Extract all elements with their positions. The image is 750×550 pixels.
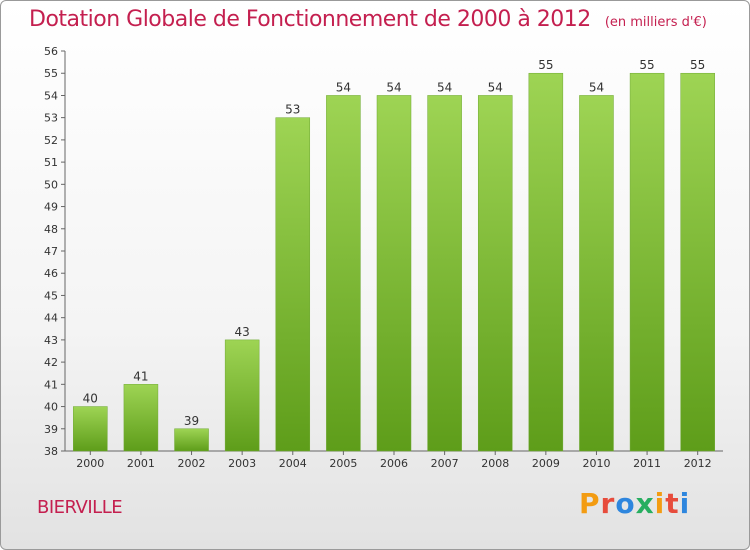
bar bbox=[123, 384, 159, 452]
bar-value-label: 54 bbox=[386, 80, 401, 94]
chart-title: Dotation Globale de Fonctionnement de 20… bbox=[29, 7, 707, 32]
plot-area: 38 39 40 41 42 43 44 45 46 47 48 49 50 51 52 53 54 55 56 40… bbox=[44, 45, 723, 470]
unit-note: (en milliers d'€) bbox=[604, 15, 707, 30]
y-tick-label: 42 bbox=[44, 356, 58, 369]
bar bbox=[224, 339, 260, 452]
y-tick-label: 49 bbox=[44, 201, 58, 214]
x-tick-label: 2004 bbox=[279, 457, 307, 470]
x-tick-label: 2011 bbox=[633, 457, 661, 470]
x-tick-label: 2007 bbox=[431, 457, 459, 470]
bar bbox=[427, 95, 462, 452]
bar-value-label: 53 bbox=[285, 103, 300, 117]
logo-letter: i bbox=[679, 487, 691, 520]
y-tick-label: 39 bbox=[44, 423, 58, 436]
logo-letter: o bbox=[615, 487, 636, 520]
bar bbox=[528, 72, 564, 452]
bar-value-label: 55 bbox=[538, 58, 553, 72]
x-tick-label: 2009 bbox=[532, 457, 560, 470]
bar bbox=[680, 72, 715, 452]
y-tick-label: 44 bbox=[44, 312, 58, 325]
bar-value-label: 55 bbox=[690, 58, 705, 72]
bar-value-label: 40 bbox=[83, 392, 98, 406]
bar bbox=[326, 95, 361, 452]
bar-value-label: 55 bbox=[639, 58, 654, 72]
x-tick-label: 2001 bbox=[127, 457, 155, 470]
y-tick-label: 40 bbox=[44, 401, 58, 414]
bar bbox=[579, 95, 614, 452]
y-tick-label: 47 bbox=[44, 245, 58, 258]
logo-letter: i bbox=[654, 487, 666, 520]
bar-value-label: 54 bbox=[488, 80, 503, 94]
y-tick-label: 53 bbox=[44, 112, 58, 125]
y-tick-label: 48 bbox=[44, 223, 58, 236]
x-tick-label: 2006 bbox=[380, 457, 408, 470]
logo-letter: x bbox=[635, 487, 655, 520]
y-tick-label: 46 bbox=[44, 267, 58, 280]
bar bbox=[477, 95, 513, 452]
bar bbox=[275, 117, 311, 452]
commune-name: BIERVILLE bbox=[37, 497, 123, 518]
x-tick-label: 2000 bbox=[76, 457, 104, 470]
y-tick-label: 56 bbox=[44, 45, 58, 58]
bar-value-label: 41 bbox=[133, 369, 148, 383]
y-tick-label: 38 bbox=[44, 445, 58, 458]
bar-value-label: 43 bbox=[235, 325, 250, 339]
y-tick-label: 50 bbox=[44, 178, 58, 191]
y-tick-label: 52 bbox=[44, 134, 58, 147]
logo-letter: r bbox=[600, 487, 616, 520]
bar-value-label: 54 bbox=[589, 80, 604, 94]
bar-value-label: 54 bbox=[437, 80, 452, 94]
y-tick-label: 43 bbox=[44, 334, 58, 347]
title-text: Dotation Globale de Fonctionnement de 20… bbox=[29, 7, 591, 32]
x-tick-label: 2010 bbox=[582, 457, 610, 470]
x-tick-label: 2005 bbox=[329, 457, 357, 470]
x-tick-label: 2002 bbox=[178, 457, 206, 470]
y-tick-label: 51 bbox=[44, 156, 58, 169]
y-tick-label: 41 bbox=[44, 378, 58, 391]
x-tick-label: 2003 bbox=[228, 457, 256, 470]
bar-value-label: 39 bbox=[184, 414, 199, 428]
bar bbox=[174, 428, 209, 452]
y-tick-label: 54 bbox=[44, 89, 58, 102]
proxiti-logo: Proxiti bbox=[579, 487, 690, 520]
x-tick-label: 2008 bbox=[481, 457, 509, 470]
bar-value-label: 54 bbox=[336, 80, 351, 94]
logo-letter: t bbox=[665, 487, 680, 520]
y-tick-label: 55 bbox=[44, 67, 58, 80]
logo-letter: P bbox=[579, 487, 601, 520]
bar bbox=[73, 406, 108, 452]
y-tick-label: 45 bbox=[44, 289, 58, 302]
bar bbox=[376, 95, 412, 452]
x-tick-label: 2012 bbox=[684, 457, 712, 470]
bar bbox=[629, 72, 665, 452]
